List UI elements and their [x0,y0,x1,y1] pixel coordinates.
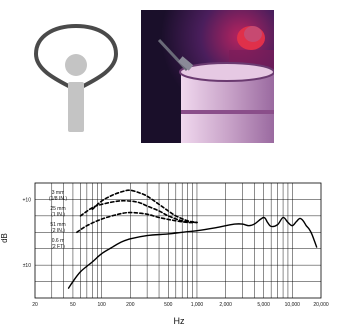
x-tick-label: 1,000 [191,302,204,308]
microphone-on-drum-photo [141,10,274,143]
y-tick-label: ±10 [23,263,32,269]
series-line-1 [91,189,198,224]
series-label-4: 0.6 m (2 FT) [51,238,65,250]
cardioid-polar-pattern-icon [33,23,119,132]
series-label-line: (1 IN.) [51,212,65,218]
x-tick-label: 500 [164,302,173,308]
x-tick-label: 10,000 [285,302,301,308]
series-label-1: 3 mm (1/8 IN.) [49,190,67,202]
series-label-3: 51 mm (2 IN.) [50,222,65,234]
x-tick-label: 200 [126,302,135,308]
series-label-line: (2 FT) [51,244,65,250]
frequency-response-chart: 20 50 100 200 500 1,000 2,000 5,000 10,000 20,000… [0,182,329,324]
x-tick-label: 100 [97,302,106,308]
series-label-line: 0.6 m [52,238,65,244]
microphone-head [65,54,87,76]
x-tick-label: 20 [32,302,38,308]
plot-frame [34,182,322,299]
chart-grid [34,182,322,299]
y-axis-label: dB [0,233,9,243]
chart-labels-group: 20 50 100 200 500 1,000 2,000 5,000 10,000 20,000… [23,190,329,308]
y-tick-label: +10 [23,197,32,203]
series-label-line: 25 mm [50,206,65,212]
series-line-2 [79,199,198,224]
x-tick-label: 2,000 [219,302,232,308]
series-label-line: 51 mm [50,222,65,228]
series-line-4 [67,216,318,289]
microphone-body [68,82,84,132]
series-label-line: (1/8 IN.) [49,196,67,202]
series-label-2: 25 mm (1 IN.) [50,206,65,218]
x-tick-label: 20,000 [313,302,329,308]
x-tick-label: 5,000 [257,302,270,308]
series-line-3 [76,211,198,234]
series-label-line: 3 mm [52,190,65,196]
cardioid-outline [33,23,119,93]
x-tick-label: 50 [70,302,76,308]
series-label-line: (2 IN.) [51,228,65,234]
x-axis-label: Hz [174,316,185,324]
chart-series-group [67,189,318,289]
